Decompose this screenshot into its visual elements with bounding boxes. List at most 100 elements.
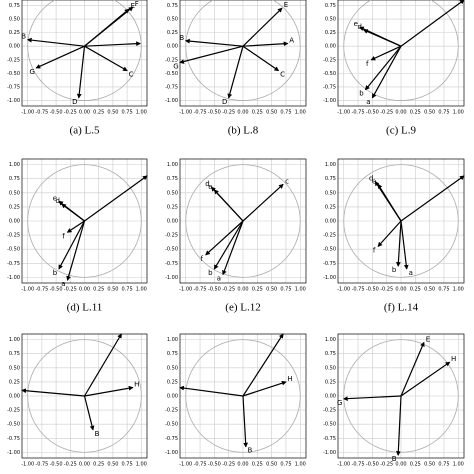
arrow-label: b xyxy=(359,90,364,98)
y-tick-label: 0.00 xyxy=(167,219,178,225)
y-tick-label: 0.00 xyxy=(325,219,336,225)
y-tick-label: -0.25 xyxy=(323,408,336,414)
plot-frame xyxy=(21,0,148,107)
arrow-label: f xyxy=(373,246,376,254)
x-tick-label: 0.75 xyxy=(122,462,133,468)
loading-arrow xyxy=(84,8,130,47)
x-tick-label: -0.75 xyxy=(194,287,207,293)
loading-arrow xyxy=(35,45,85,69)
arrow-label: A xyxy=(289,36,294,44)
y-tick-label: 0.25 xyxy=(9,204,20,210)
arrow-label: b xyxy=(208,269,213,277)
loading-arrow xyxy=(242,333,284,397)
loading-arrow xyxy=(400,341,425,397)
x-tick-label: -1.00 xyxy=(21,287,34,293)
loading-arrow xyxy=(364,45,402,91)
x-tick-label: -1.00 xyxy=(337,110,350,116)
x-tick-label: 0.00 xyxy=(237,462,248,468)
y-tick-label: -0.75 xyxy=(7,436,20,442)
y-tick-label: 1.00 xyxy=(9,162,20,168)
plot-frame xyxy=(21,333,148,459)
y-tick-label: 0.00 xyxy=(9,394,20,400)
x-tick-label: 0.25 xyxy=(252,462,263,468)
x-tick-label: 0.50 xyxy=(266,287,277,293)
x-tick-label: 0.50 xyxy=(107,287,118,293)
arrow-label: f xyxy=(366,60,369,68)
unit-circle xyxy=(185,0,301,101)
x-tick-label: 1.00 xyxy=(136,110,147,116)
unit-circle xyxy=(27,339,142,453)
y-tick-label: 0.00 xyxy=(325,394,336,400)
x-tick-label: 0.50 xyxy=(266,462,277,468)
x-tick-label: 0.50 xyxy=(424,287,435,293)
x-tick-label: 0.25 xyxy=(252,110,263,116)
caption: (d) L.11 xyxy=(67,302,103,314)
x-tick-label: -1.00 xyxy=(21,110,34,116)
x-tick-label: 1.00 xyxy=(295,462,306,468)
y-tick-label: 0.75 xyxy=(167,351,178,357)
caption: (f) L.14 xyxy=(384,302,419,314)
unit-circle xyxy=(185,164,301,278)
arrow-label: c xyxy=(285,177,289,185)
y-tick-label: -0.75 xyxy=(323,436,336,442)
y-tick-label: 0.25 xyxy=(9,30,20,36)
y-tick-label: 0.75 xyxy=(167,176,178,182)
x-tick-label: -0.75 xyxy=(352,462,365,468)
y-tick-label: -0.75 xyxy=(165,436,178,442)
y-tick-label: 0.75 xyxy=(325,176,336,182)
y-tick-label: -1.00 xyxy=(7,450,20,456)
x-tick-label: 0.50 xyxy=(266,110,277,116)
y-tick-label: -0.50 xyxy=(165,422,178,428)
loading-arrow xyxy=(242,395,249,448)
y-tick-label: 0.00 xyxy=(9,44,20,50)
x-tick-label: 0.50 xyxy=(424,110,435,116)
x-tick-label: -0.50 xyxy=(50,110,63,116)
x-tick-label: 0.00 xyxy=(79,287,90,293)
arrow-label: d xyxy=(358,23,362,31)
x-tick-label: 0.50 xyxy=(424,462,435,468)
x-tick-label: 0.75 xyxy=(122,110,133,116)
loading-arrow xyxy=(371,45,402,99)
x-tick-label: -1.00 xyxy=(337,287,350,293)
arrow-label: D xyxy=(72,98,77,106)
loading-arrow xyxy=(205,220,244,256)
x-tick-label: 0.25 xyxy=(410,287,421,293)
arrow-label: f xyxy=(62,232,65,240)
arrow-label: E xyxy=(284,1,288,9)
unit-circle xyxy=(343,164,459,278)
x-tick-label: 0.75 xyxy=(438,287,449,293)
loading-arrow xyxy=(222,220,244,276)
x-tick-label: 0.75 xyxy=(280,287,291,293)
plot-frame xyxy=(179,158,307,284)
unit-circle xyxy=(27,0,142,101)
y-tick-label: -0.50 xyxy=(7,71,20,77)
loading-arrow xyxy=(213,220,244,270)
loading-arrow xyxy=(377,183,402,222)
arrow-label: B xyxy=(21,33,26,41)
loading-arrow xyxy=(377,220,402,247)
unit-circle xyxy=(343,0,459,101)
x-tick-label: -0.50 xyxy=(366,110,379,116)
y-tick-label: 0.50 xyxy=(325,190,336,196)
y-tick-label: -0.50 xyxy=(165,71,178,77)
y-tick-label: 0.00 xyxy=(167,394,178,400)
y-tick-label: -1.00 xyxy=(323,98,336,104)
y-tick-label: -0.50 xyxy=(323,422,336,428)
y-tick-label: 0.00 xyxy=(325,44,336,50)
x-tick-label: 0.00 xyxy=(79,462,90,468)
y-tick-label: -0.25 xyxy=(323,57,336,63)
loading-arrow xyxy=(242,7,283,47)
loading-arrow xyxy=(395,220,402,267)
x-tick-label: -1.00 xyxy=(179,462,192,468)
x-tick-label: -0.25 xyxy=(64,110,77,116)
x-tick-label: -0.75 xyxy=(352,287,365,293)
x-tick-label: 0.75 xyxy=(438,462,449,468)
loading-arrow xyxy=(342,395,402,402)
y-tick-label: 0.50 xyxy=(167,190,178,196)
arrow-label: G xyxy=(29,68,34,76)
y-tick-label: 0.25 xyxy=(325,204,336,210)
y-tick-label: 0.75 xyxy=(325,351,336,357)
arrow-label: E xyxy=(131,2,135,10)
arrow-label: e xyxy=(354,20,358,28)
